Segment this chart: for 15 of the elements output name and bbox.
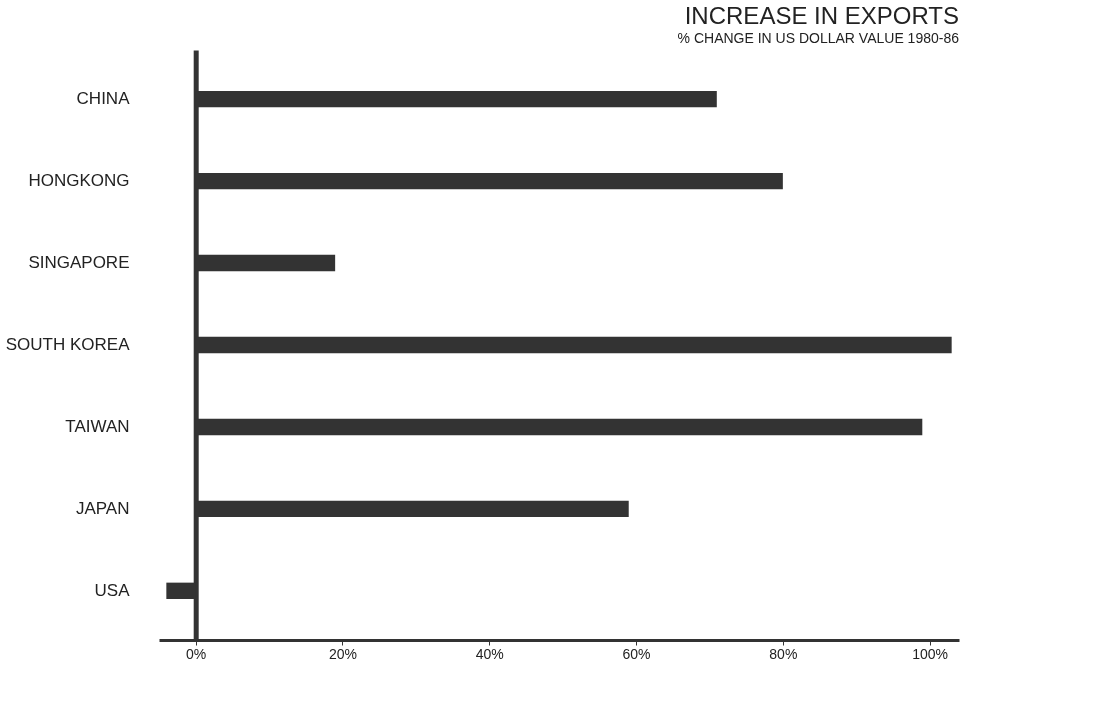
y-tick-label: TAIWAN (65, 416, 130, 436)
x-tick-label: 100% (912, 645, 949, 662)
y-tick-label: SOUTH KOREA (5, 335, 131, 354)
x-tick-label: 0% (186, 645, 207, 662)
x-tick-label: 80% (769, 645, 798, 662)
chart-subtitle: % CHANGE IN US DOLLAR VALUE 1980-86 (677, 30, 960, 46)
y-tick-label: SINGAPORE (28, 253, 130, 273)
chart-title: INCREASE IN EXPORTS (684, 2, 959, 29)
y-tick-label: USA (94, 580, 131, 600)
y-tick-label: JAPAN (75, 498, 130, 518)
y-tick-label: CHINA (76, 89, 131, 109)
y-tick-label: HONGKONG (28, 171, 130, 191)
x-tick-label: 20% (328, 645, 357, 662)
x-tick-label: 40% (475, 645, 504, 662)
x-tick-label: 60% (622, 645, 651, 662)
